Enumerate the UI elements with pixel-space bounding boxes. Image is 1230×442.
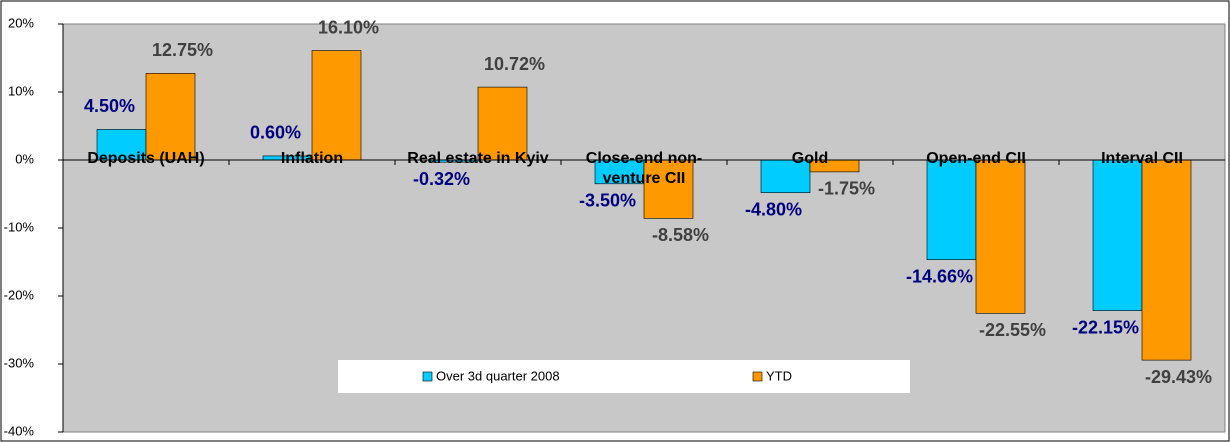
x-tick-label: Deposits (UAH) bbox=[87, 150, 205, 167]
x-tick-label: Gold bbox=[791, 150, 829, 167]
x-tick-label: Interval CII bbox=[1101, 150, 1183, 167]
bar bbox=[926, 159, 977, 260]
legend-label: Over 3d quarter 2008 bbox=[436, 368, 560, 383]
legend-swatch bbox=[752, 371, 763, 382]
bar bbox=[145, 73, 196, 161]
data-label: -1.75% bbox=[818, 179, 875, 199]
data-label: -8.58% bbox=[652, 225, 709, 245]
bar bbox=[311, 50, 362, 161]
y-tick-label: 0% bbox=[15, 151, 34, 166]
bar bbox=[1092, 159, 1143, 311]
data-label: 0.60% bbox=[250, 123, 301, 143]
data-label: -0.32% bbox=[413, 169, 470, 189]
bar bbox=[760, 159, 811, 193]
data-label: -4.80% bbox=[745, 199, 802, 219]
x-tick-label: Open-end CII bbox=[926, 150, 1026, 167]
x-tick-label: Real estate in Kyiv bbox=[407, 150, 549, 167]
data-label: 12.75% bbox=[152, 40, 213, 60]
bar bbox=[975, 159, 1026, 314]
data-label: 16.10% bbox=[318, 17, 379, 37]
y-tick-label: -10% bbox=[4, 219, 35, 234]
y-tick-label: 20% bbox=[8, 15, 34, 30]
bar bbox=[643, 159, 694, 219]
data-label: 10.72% bbox=[484, 54, 545, 74]
legend-label: YTD bbox=[766, 368, 792, 383]
data-label: -3.50% bbox=[579, 191, 636, 211]
bar bbox=[1141, 159, 1192, 361]
legend bbox=[338, 360, 910, 393]
data-label: 4.50% bbox=[84, 96, 135, 116]
legend-swatch bbox=[422, 371, 433, 382]
data-label: -14.66% bbox=[906, 266, 973, 286]
y-tick-label: 10% bbox=[8, 83, 34, 98]
y-tick-label: -30% bbox=[4, 355, 35, 370]
y-tick-label: -20% bbox=[4, 287, 35, 302]
x-tick-label: Close-end non-venture CII bbox=[585, 150, 703, 187]
bar bbox=[477, 86, 528, 161]
data-label: -22.15% bbox=[1072, 317, 1139, 337]
data-label: -22.55% bbox=[979, 320, 1046, 340]
y-tick-label: -40% bbox=[4, 423, 35, 438]
x-tick-label: Inflation bbox=[280, 150, 344, 167]
data-label: -29.43% bbox=[1145, 367, 1212, 387]
